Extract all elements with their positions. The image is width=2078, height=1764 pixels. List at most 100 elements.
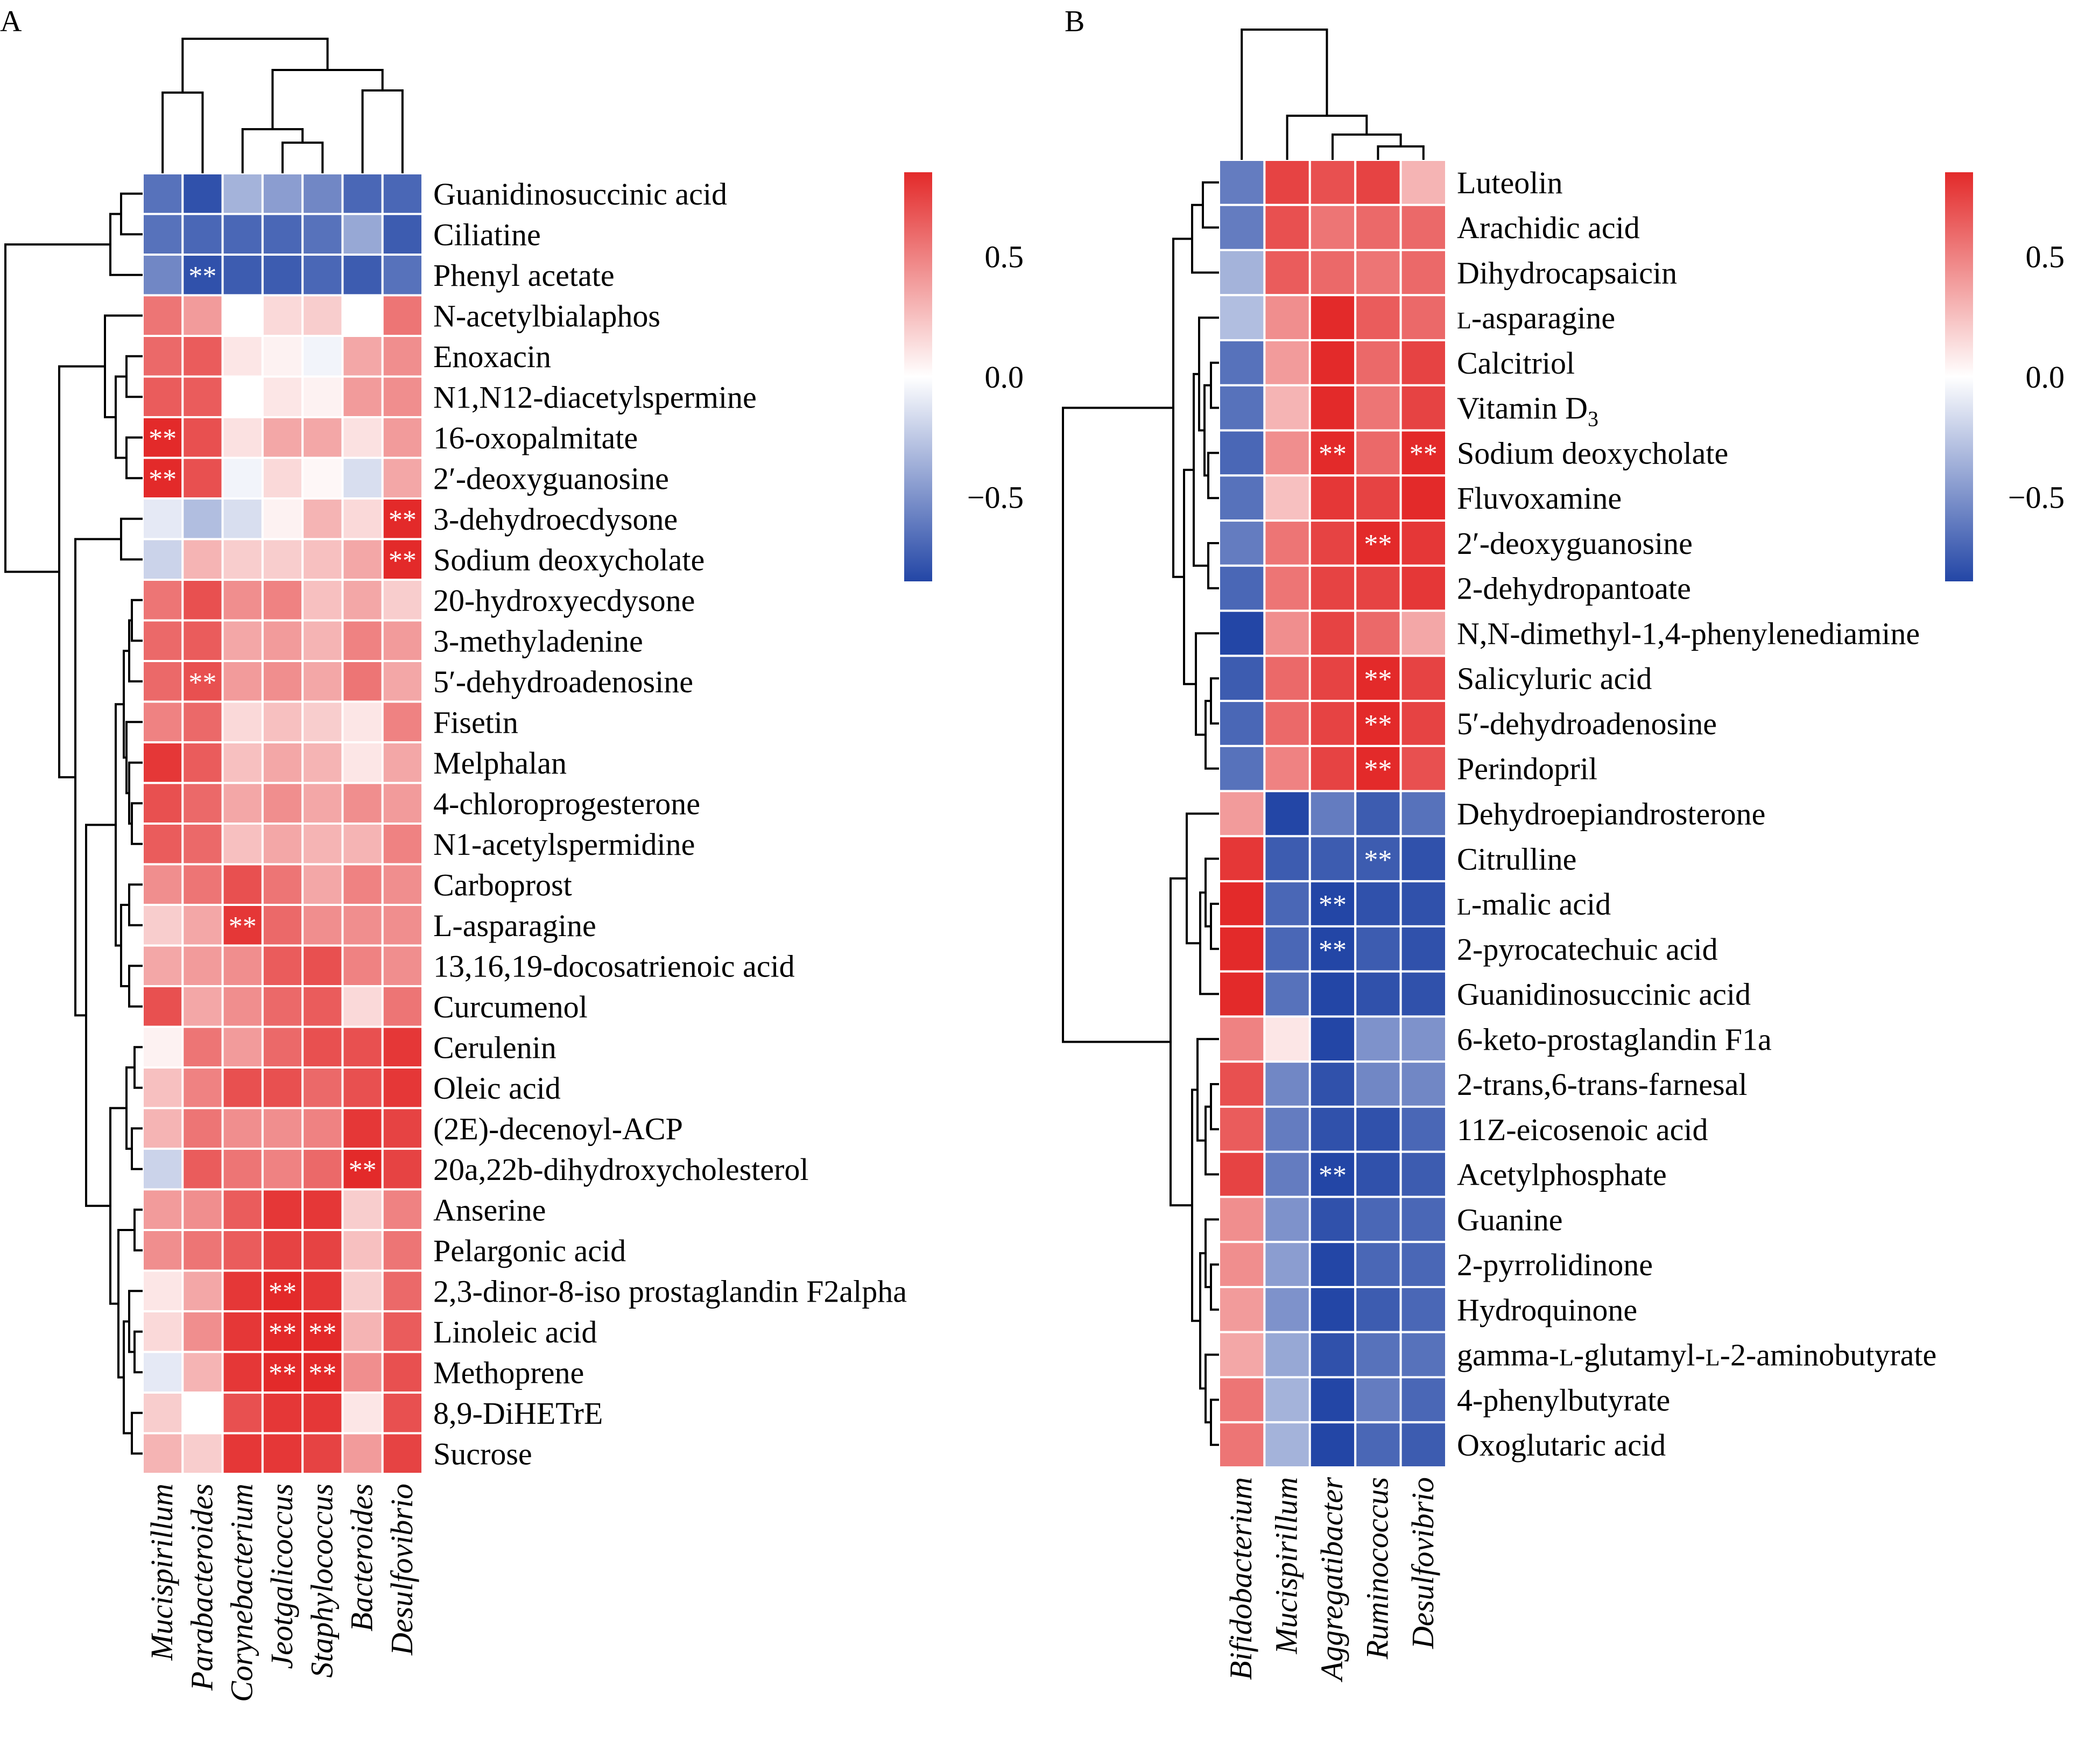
- heatmap-cell: [1308, 1196, 1357, 1243]
- heatmap-cell: [1354, 203, 1402, 251]
- heatmap-cell: [301, 1351, 344, 1394]
- heatmap-cell: [221, 294, 264, 337]
- heatmap-cell: [1354, 519, 1402, 567]
- heatmap-cell: [142, 213, 184, 256]
- heatmap-cell: [1218, 700, 1266, 747]
- colorbar-tick-label: −0.5: [2008, 480, 2065, 515]
- heatmap-cell: [1263, 474, 1311, 522]
- heatmap-cell: [1399, 700, 1448, 747]
- heatmap-cell: [301, 1025, 344, 1069]
- heatmap-cell: [1308, 203, 1357, 251]
- heatmap-cells: [1218, 159, 1448, 1469]
- heatmap-cell: [341, 1107, 384, 1150]
- heatmap-cell: [341, 619, 384, 662]
- heatmap-cell: [341, 375, 384, 418]
- row-label: L-asparagine: [1457, 300, 1615, 335]
- heatmap-cell: [1263, 925, 1311, 973]
- heatmap-cell: [1218, 564, 1266, 612]
- panel-a-label: A: [0, 5, 22, 38]
- heatmap-cell: [1399, 744, 1448, 792]
- heatmap-cell: [181, 579, 224, 622]
- heatmap-cell: [1354, 835, 1402, 883]
- heatmap-cell: [261, 172, 304, 215]
- heatmap-cell: [1354, 1241, 1402, 1288]
- row-label: Anserine: [433, 1192, 546, 1227]
- heatmap-cell: [1263, 564, 1311, 612]
- heatmap-cell: [1354, 1285, 1402, 1333]
- heatmap-cell: [1263, 159, 1311, 206]
- row-label: Arachidic acid: [1457, 210, 1640, 245]
- heatmap-cell: [1354, 925, 1402, 973]
- significance-mark: **: [1410, 439, 1438, 469]
- row-label: N1-acetylspermidine: [433, 827, 695, 862]
- heatmap-cell: [381, 375, 424, 418]
- heatmap-cell: [1399, 1421, 1448, 1469]
- heatmap-cell: [142, 823, 184, 866]
- heatmap-cell: [301, 944, 344, 987]
- heatmap-cell: [1308, 655, 1357, 702]
- heatmap-cell: [341, 823, 384, 866]
- heatmap-cell: [142, 579, 184, 622]
- heatmap-cell: [221, 741, 264, 784]
- heatmap-cell: [221, 660, 264, 703]
- heatmap-cell: [142, 1391, 184, 1435]
- heatmap-cell: [1354, 1105, 1402, 1153]
- heatmap-cell: [261, 1229, 304, 1272]
- heatmap-cell: [1263, 1421, 1311, 1469]
- column-label: Aggregatibacter: [1314, 1477, 1349, 1683]
- row-label: L-asparagine: [433, 908, 596, 943]
- significance-mark: **: [188, 261, 216, 292]
- heatmap-cell: [1263, 1105, 1311, 1153]
- heatmap-cell: [1218, 609, 1266, 657]
- row-label: 11Z-eicosenoic acid: [1457, 1112, 1708, 1147]
- row-label: 2,3-dinor-8-iso prostaglandin F2alpha: [433, 1274, 907, 1309]
- heatmap-cell: [1354, 384, 1402, 432]
- heatmap-cell: [221, 944, 264, 987]
- heatmap-cell: [381, 741, 424, 784]
- heatmap-cell: [1399, 835, 1448, 883]
- heatmap-cell: [1354, 564, 1402, 612]
- significance-mark: **: [1319, 935, 1347, 966]
- heatmap-cell: [1263, 835, 1311, 883]
- heatmap-cell: [1308, 700, 1357, 747]
- heatmap-cell: [142, 741, 184, 784]
- heatmap-cell: [221, 863, 264, 906]
- heatmap-cell: [1218, 744, 1266, 792]
- significance-mark: **: [149, 464, 177, 495]
- row-label: Sodium deoxycholate: [433, 542, 705, 577]
- row-label: 2-pyrrolidinone: [1457, 1247, 1653, 1282]
- heatmap-cell: [1218, 339, 1266, 386]
- significance-mark: **: [1319, 439, 1347, 469]
- heatmap-cell: [261, 1025, 304, 1069]
- heatmap-cell: [1399, 519, 1448, 567]
- heatmap-cell: [301, 1229, 344, 1272]
- heatmap-cell: [221, 1107, 264, 1150]
- heatmap-cell: [1308, 835, 1357, 883]
- row-label: Fluvoxamine: [1457, 481, 1622, 516]
- row-label: 3-dehydroecdysone: [433, 502, 678, 537]
- heatmap-cell: [1308, 249, 1357, 297]
- row-label: Salicyluric acid: [1457, 661, 1652, 696]
- significance-mark: **: [1364, 664, 1392, 695]
- heatmap-cell: [181, 1432, 224, 1475]
- heatmap-cell: [142, 1432, 184, 1475]
- heatmap-cell: [261, 782, 304, 825]
- heatmap-cell: [221, 1188, 264, 1231]
- column-label: Corynebacterium: [224, 1484, 259, 1702]
- heatmap-cell: [1263, 1150, 1311, 1198]
- heatmap-cell: [261, 538, 304, 581]
- heatmap-cell: [1354, 1015, 1402, 1063]
- heatmap-cell: [181, 863, 224, 906]
- heatmap-cell: [1308, 339, 1357, 386]
- heatmap-cell: [301, 213, 344, 256]
- heatmap-cell: [341, 1025, 384, 1069]
- heatmap-cell: [261, 863, 304, 906]
- panel-b-label: B: [1065, 5, 1084, 38]
- heatmap-cell: [301, 538, 344, 581]
- heatmap-cell: [1308, 1331, 1357, 1379]
- heatmap-cell: [1354, 294, 1402, 342]
- heatmap-cell: [1263, 655, 1311, 702]
- row-label: Vitamin D3: [1457, 391, 1598, 431]
- heatmap-cells: [142, 172, 424, 1475]
- heatmap-cell: [1354, 790, 1402, 838]
